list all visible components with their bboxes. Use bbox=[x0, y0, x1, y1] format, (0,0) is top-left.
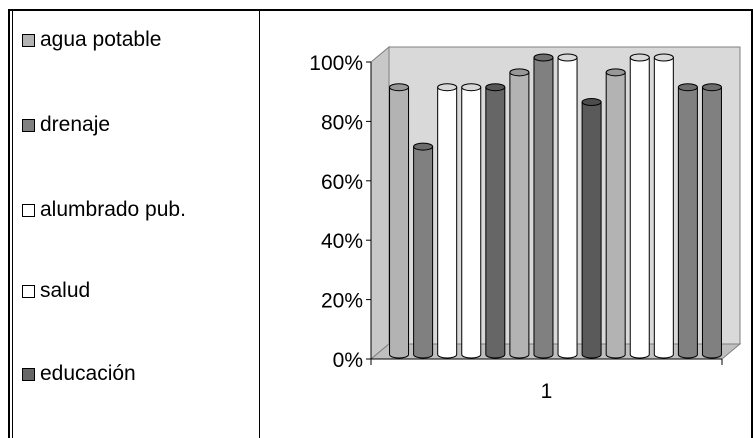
legend-item-salud: salud bbox=[22, 276, 90, 306]
bar-body bbox=[389, 86, 410, 359]
bar-body bbox=[605, 71, 626, 359]
bar-body bbox=[485, 86, 506, 359]
legend-swatch bbox=[22, 203, 35, 217]
y-tick-label: 20% bbox=[321, 290, 363, 313]
legend-divider bbox=[259, 9, 260, 438]
legend-swatch bbox=[22, 118, 35, 132]
legend-item-drenaje: drenaje bbox=[22, 110, 110, 140]
bar-top bbox=[701, 83, 722, 92]
bar-body bbox=[533, 57, 554, 359]
bar bbox=[509, 68, 530, 359]
bar-body bbox=[677, 86, 698, 359]
legend-item-agua-potable: agua potable bbox=[22, 25, 161, 55]
bar-top bbox=[389, 83, 410, 92]
frame-top-border bbox=[8, 9, 753, 11]
bar-top bbox=[629, 53, 650, 62]
bar-body bbox=[461, 86, 482, 359]
bar-top bbox=[413, 142, 434, 151]
legend-label: agua potable bbox=[40, 28, 162, 51]
legend-swatch bbox=[22, 284, 35, 298]
bar-top bbox=[509, 68, 530, 77]
y-tick-label: 100% bbox=[309, 52, 363, 75]
legend-label: alumbrado pub. bbox=[40, 198, 186, 221]
bar bbox=[581, 98, 602, 359]
frame-right-border bbox=[751, 9, 753, 438]
legend-swatch bbox=[22, 367, 35, 381]
bar-top bbox=[437, 83, 458, 92]
bar-top bbox=[581, 98, 602, 107]
bar-top bbox=[653, 53, 674, 62]
bar-body bbox=[413, 146, 434, 359]
bar bbox=[653, 53, 674, 359]
bars-group bbox=[389, 53, 722, 359]
legend-swatch bbox=[22, 33, 35, 47]
bar bbox=[437, 83, 458, 359]
bar-body bbox=[653, 57, 674, 359]
y-tick-label: 40% bbox=[321, 230, 363, 253]
side-wall bbox=[370, 45, 390, 361]
bar-body bbox=[629, 57, 650, 359]
frame-left-inner-border bbox=[12, 9, 13, 438]
bar bbox=[629, 53, 650, 359]
legend-label: salud bbox=[40, 279, 91, 302]
bar bbox=[413, 142, 434, 359]
bar bbox=[389, 83, 410, 359]
legend-label: educación bbox=[40, 362, 136, 385]
bar-top bbox=[485, 83, 506, 92]
bar bbox=[533, 53, 554, 359]
bar-top bbox=[533, 53, 554, 62]
frame-left-border bbox=[8, 9, 10, 438]
bar bbox=[605, 68, 626, 359]
bar bbox=[701, 83, 722, 359]
legend-item-alumbrado-pub: alumbrado pub. bbox=[22, 195, 186, 225]
bar bbox=[485, 83, 506, 359]
legend-item-educacion: educación bbox=[22, 359, 136, 389]
bar-body bbox=[437, 86, 458, 359]
bar-body bbox=[701, 86, 722, 359]
y-tick-label: 0% bbox=[333, 349, 363, 372]
legend-label: drenaje bbox=[40, 113, 111, 136]
bar-top bbox=[461, 83, 482, 92]
y-tick-label: 80% bbox=[321, 111, 363, 134]
bar-top bbox=[605, 68, 626, 77]
bar-body bbox=[557, 57, 578, 359]
bar-body bbox=[581, 101, 602, 359]
bar bbox=[557, 53, 578, 359]
bar-body bbox=[509, 71, 530, 359]
y-axis: 0% 20% 40% 60% 80% 100% bbox=[309, 52, 372, 372]
bar bbox=[677, 83, 698, 359]
x-axis: 1 bbox=[370, 358, 723, 403]
bar bbox=[461, 83, 482, 359]
x-tick-label: 1 bbox=[541, 380, 553, 403]
y-tick-label: 60% bbox=[321, 171, 363, 194]
bar-top bbox=[677, 83, 698, 92]
bar-top bbox=[557, 53, 578, 62]
